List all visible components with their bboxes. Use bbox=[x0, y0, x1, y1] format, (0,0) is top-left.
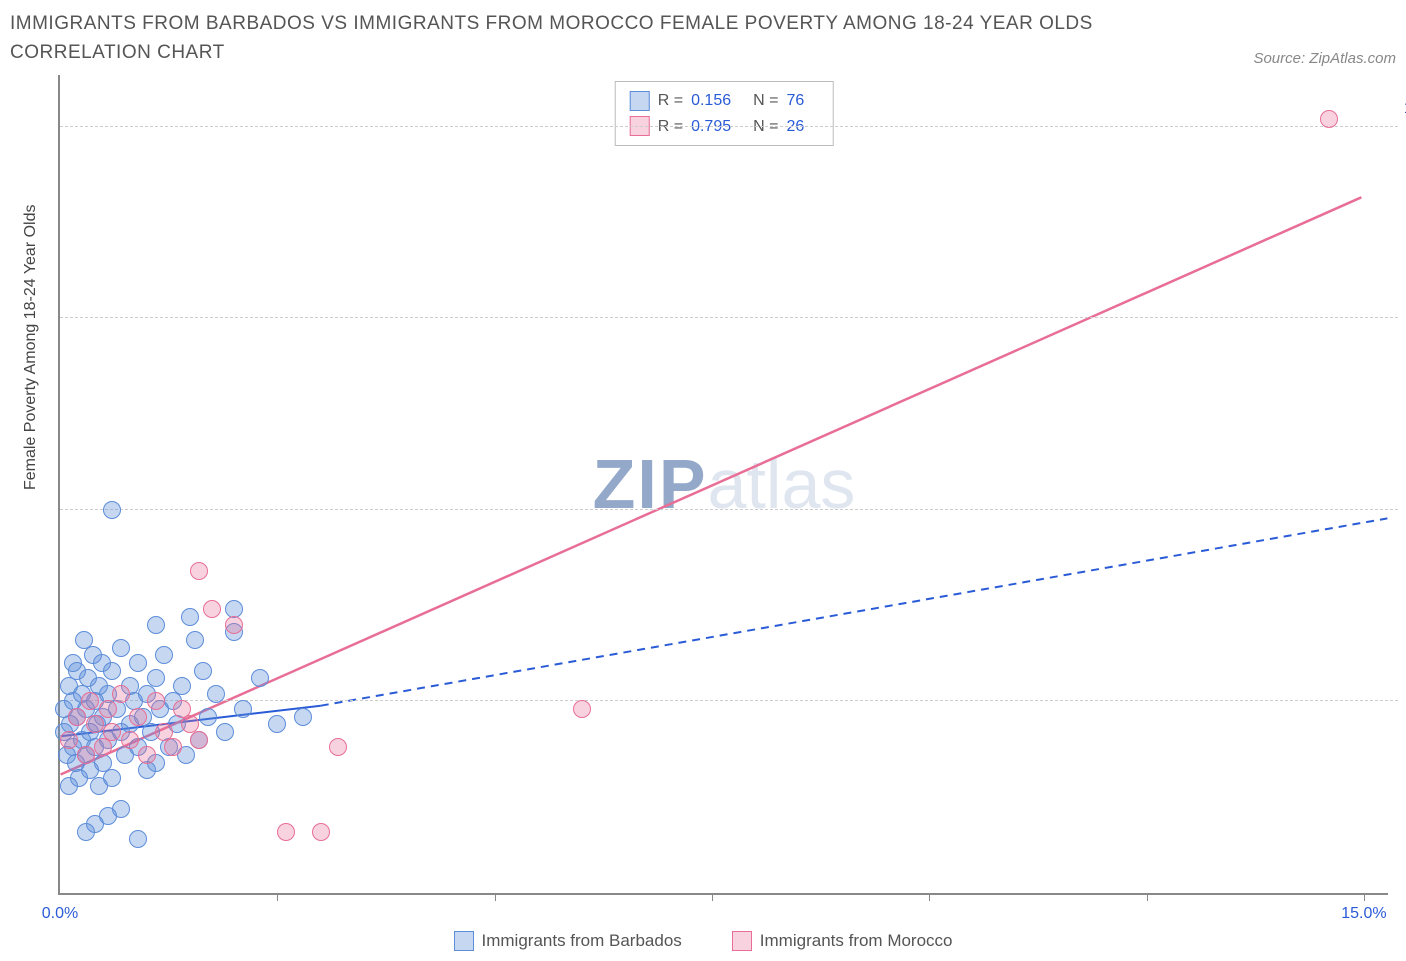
data-point bbox=[207, 685, 225, 703]
data-point bbox=[199, 708, 217, 726]
data-point bbox=[103, 501, 121, 519]
data-point bbox=[147, 669, 165, 687]
series-legend: Immigrants from Barbados Immigrants from … bbox=[10, 931, 1396, 951]
plot-area: ZIPatlas R = 0.156N = 76R = 0.795N = 26 … bbox=[58, 75, 1388, 895]
data-point bbox=[181, 608, 199, 626]
stat-r-value: 0.156 bbox=[691, 88, 731, 114]
data-point bbox=[194, 662, 212, 680]
legend-swatch bbox=[454, 931, 474, 951]
data-point bbox=[173, 677, 191, 695]
watermark-part2: atlas bbox=[708, 445, 856, 523]
y-tick-label: 25.0% bbox=[1398, 674, 1406, 692]
x-tick-label: 15.0% bbox=[1341, 905, 1386, 923]
legend-label: Immigrants from Barbados bbox=[482, 931, 682, 951]
data-point bbox=[190, 731, 208, 749]
y-tick-label: 100.0% bbox=[1398, 100, 1406, 118]
header: IMMIGRANTS FROM BARBADOS VS IMMIGRANTS F… bbox=[10, 10, 1396, 67]
data-point bbox=[81, 692, 99, 710]
stats-row: R = 0.156 N = 76 bbox=[630, 88, 819, 114]
data-point bbox=[225, 616, 243, 634]
legend-item: Immigrants from Barbados bbox=[454, 931, 682, 951]
data-point bbox=[86, 715, 104, 733]
data-point bbox=[121, 731, 139, 749]
x-tick bbox=[712, 893, 713, 901]
data-point bbox=[277, 823, 295, 841]
data-point bbox=[190, 562, 208, 580]
data-point bbox=[294, 708, 312, 726]
x-tick bbox=[1147, 893, 1148, 901]
data-point bbox=[103, 769, 121, 787]
data-point bbox=[112, 639, 130, 657]
source-attribution: Source: ZipAtlas.com bbox=[1253, 50, 1396, 67]
data-point bbox=[155, 646, 173, 664]
data-point bbox=[186, 631, 204, 649]
data-point bbox=[164, 738, 182, 756]
data-point bbox=[129, 830, 147, 848]
data-point bbox=[234, 700, 252, 718]
stat-r-label: R = bbox=[658, 88, 683, 114]
x-tick bbox=[929, 893, 930, 901]
data-point bbox=[268, 715, 286, 733]
legend-item: Immigrants from Morocco bbox=[732, 931, 953, 951]
data-point bbox=[573, 700, 591, 718]
data-point bbox=[60, 731, 78, 749]
stats-legend-box: R = 0.156N = 76R = 0.795N = 26 bbox=[615, 81, 834, 146]
legend-swatch bbox=[732, 931, 752, 951]
data-point bbox=[203, 600, 221, 618]
data-point bbox=[103, 723, 121, 741]
chart-title: IMMIGRANTS FROM BARBADOS VS IMMIGRANTS F… bbox=[10, 10, 1110, 67]
stat-n-label: N = bbox=[753, 88, 778, 114]
x-tick bbox=[277, 893, 278, 901]
watermark-part1: ZIP bbox=[593, 445, 708, 523]
data-point bbox=[86, 815, 104, 833]
data-point bbox=[329, 738, 347, 756]
data-point bbox=[129, 654, 147, 672]
correlation-chart: IMMIGRANTS FROM BARBADOS VS IMMIGRANTS F… bbox=[10, 10, 1396, 951]
data-point bbox=[112, 800, 130, 818]
gridline bbox=[60, 126, 1398, 127]
data-point bbox=[103, 662, 121, 680]
data-point bbox=[68, 708, 86, 726]
gridline bbox=[60, 317, 1398, 318]
trend-lines bbox=[60, 75, 1388, 893]
data-point bbox=[138, 746, 156, 764]
gridline bbox=[60, 700, 1398, 701]
data-point bbox=[251, 669, 269, 687]
data-point bbox=[147, 616, 165, 634]
stat-n-value: 76 bbox=[786, 88, 804, 114]
legend-swatch bbox=[630, 91, 650, 111]
data-point bbox=[94, 738, 112, 756]
data-point bbox=[216, 723, 234, 741]
gridline bbox=[60, 509, 1398, 510]
data-point bbox=[312, 823, 330, 841]
data-point bbox=[129, 708, 147, 726]
y-tick-label: 50.0% bbox=[1398, 483, 1406, 501]
data-point bbox=[112, 685, 130, 703]
legend-label: Immigrants from Morocco bbox=[760, 931, 953, 951]
y-tick-label: 75.0% bbox=[1398, 291, 1406, 309]
y-axis-label: Female Poverty Among 18-24 Year Olds bbox=[22, 205, 40, 491]
data-point bbox=[1320, 110, 1338, 128]
x-tick bbox=[495, 893, 496, 901]
data-point bbox=[77, 746, 95, 764]
watermark: ZIPatlas bbox=[593, 444, 856, 524]
data-point bbox=[147, 692, 165, 710]
x-tick bbox=[1364, 893, 1365, 901]
x-tick-label: 0.0% bbox=[42, 905, 78, 923]
data-point bbox=[99, 700, 117, 718]
